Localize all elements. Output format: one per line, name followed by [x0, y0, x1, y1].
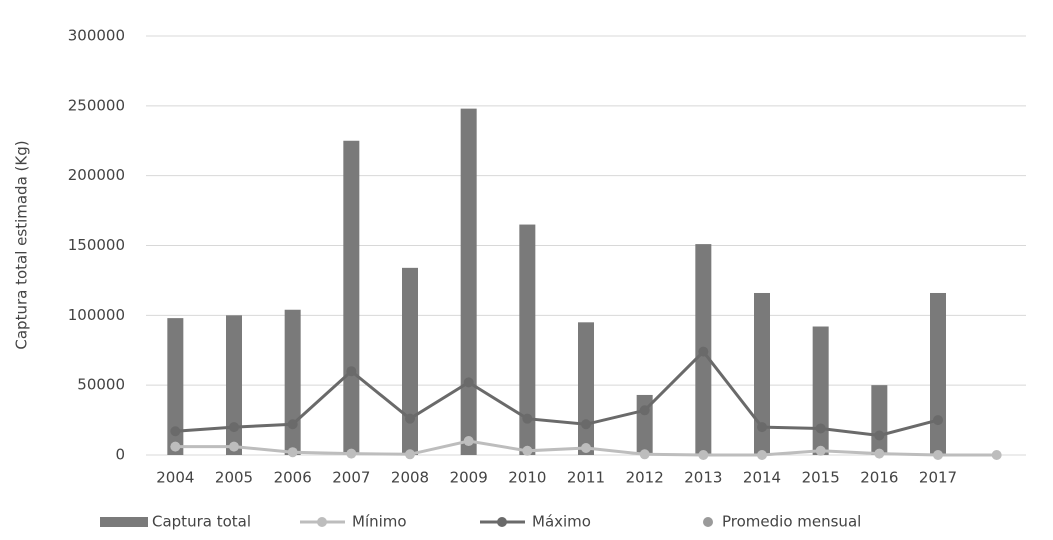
y-tick-label: 100000: [68, 306, 125, 324]
line-marker: [933, 450, 943, 460]
bar: [871, 385, 888, 455]
y-tick-label: 200000: [68, 166, 125, 184]
bar: [460, 108, 477, 456]
line-marker: [522, 445, 533, 456]
line-marker: [991, 450, 1002, 460]
x-tick-label: 2008: [391, 469, 429, 487]
legend-label: Promedio mensual: [722, 513, 861, 531]
line-marker: [757, 450, 767, 460]
line-marker: [405, 413, 415, 424]
line-marker: [346, 448, 357, 459]
bar: [930, 292, 946, 455]
x-tick-label: 2012: [626, 469, 664, 487]
legend-swatch: [100, 517, 148, 527]
bar: [343, 140, 360, 455]
x-tick-label: 2010: [508, 469, 546, 487]
line-marker: [287, 419, 298, 430]
line-marker: [229, 441, 239, 452]
x-tick-label: 2009: [450, 469, 488, 487]
line-marker: [346, 366, 357, 377]
line-marker: [170, 426, 181, 437]
x-tick-label: 2006: [274, 469, 312, 487]
line-marker: [522, 413, 533, 424]
line-marker: [639, 449, 650, 460]
line-marker: [463, 377, 474, 388]
line-marker: [405, 449, 415, 460]
bar: [284, 309, 301, 455]
y-tick-label: 150000: [68, 236, 125, 254]
legend-swatch: [703, 517, 713, 527]
line-marker: [757, 422, 767, 433]
line-marker: [874, 448, 885, 459]
bar: [226, 315, 242, 455]
line-marker: [581, 419, 591, 430]
line-marker: [698, 450, 709, 460]
x-tick-label: 2015: [802, 469, 840, 487]
bar: [167, 318, 184, 455]
legend-label: Captura total: [152, 513, 251, 531]
bar: [578, 322, 594, 455]
legend-label: Máximo: [532, 513, 591, 531]
legend-label: Mínimo: [352, 513, 407, 531]
x-tick-label: 2013: [684, 469, 722, 487]
bar: [754, 292, 770, 455]
y-tick-label: 250000: [68, 96, 125, 114]
line-marker: [229, 422, 239, 433]
x-tick-label: 2016: [860, 469, 898, 487]
bar: [812, 326, 829, 455]
line-marker: [463, 436, 474, 447]
line-marker: [815, 445, 826, 456]
bar: [519, 224, 536, 455]
y-axis-label: Captura total estimada (Kg): [13, 140, 31, 349]
x-tick-label: 2005: [215, 469, 253, 487]
line-marker: [815, 423, 826, 434]
line-marker: [581, 443, 591, 454]
line-marker: [933, 415, 943, 426]
line-marker: [287, 447, 298, 458]
x-tick-label: 2011: [567, 469, 605, 487]
line: [175, 349, 939, 437]
y-tick-label: 0: [115, 446, 125, 464]
line-marker: [874, 430, 885, 441]
line-marker: [170, 441, 181, 452]
bar: [402, 267, 418, 455]
line-marker: [698, 346, 709, 357]
y-tick-label: 50000: [77, 376, 125, 394]
legend-swatch: [497, 517, 507, 527]
legend-swatch: [317, 517, 327, 527]
x-tick-label: 2004: [156, 469, 194, 487]
y-tick-label: 300000: [68, 27, 125, 45]
x-tick-label: 2007: [332, 469, 370, 487]
line-marker: [639, 405, 650, 416]
x-tick-label: 2017: [919, 469, 957, 487]
x-tick-label: 2014: [743, 469, 781, 487]
